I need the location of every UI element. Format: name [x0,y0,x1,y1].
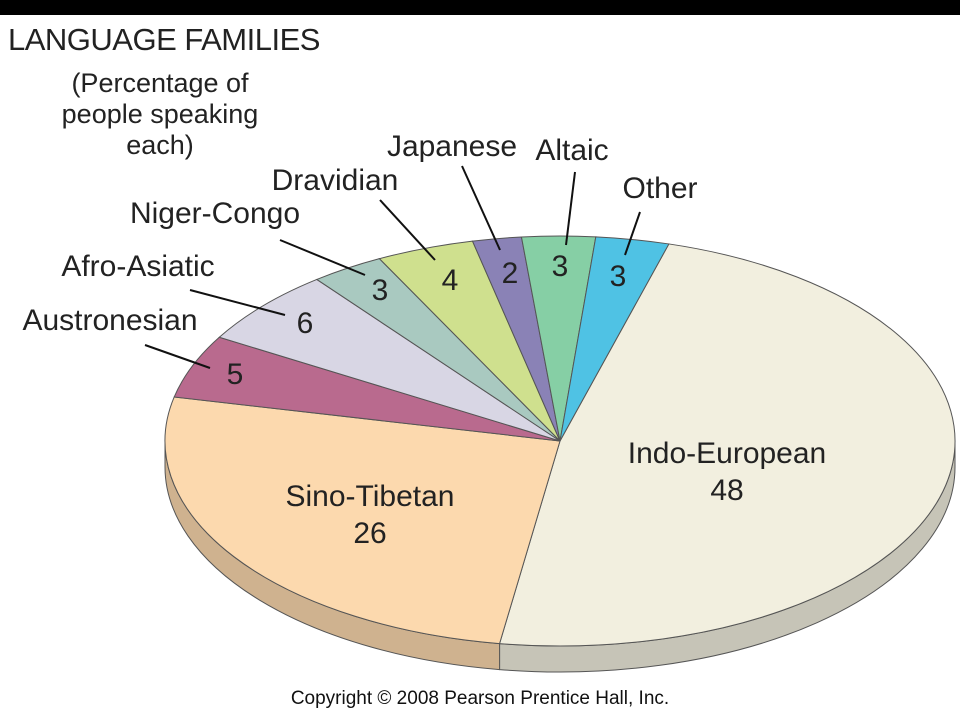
top-bar [0,0,960,15]
value-label: 26 [353,517,386,550]
leader-line [624,211,641,256]
slice [559,236,670,442]
slice [164,396,561,645]
value-label: 4 [442,264,459,297]
value-label: 48 [710,474,743,507]
chart-subtitle: (Percentage of people speaking each) [61,68,259,160]
slice-label: Sino-Tibetan [286,480,455,513]
slice-label: Altaic [535,134,608,167]
value-label: 5 [227,358,244,391]
slice-label: Afro-Asiatic [61,250,214,283]
slice-label: Indo-European [628,437,827,470]
slice [218,278,561,442]
leader-line [565,171,576,246]
value-label: 6 [297,307,314,340]
leader-line [279,239,366,276]
value-label: 3 [552,250,569,283]
chart-title: LANGUAGE FAMILIES [8,22,320,57]
slice-label: Austronesian [22,304,197,337]
copyright: Copyright © 2008 Pearson Prentice Hall, … [290,688,670,709]
leader-line [461,165,501,251]
slice-label: Dravidian [272,164,399,197]
leader-line [379,199,436,261]
value-label: 3 [372,274,389,307]
slice-label: Niger-Congo [130,197,300,230]
slice-label: Japanese [387,130,517,163]
value-label: 3 [610,260,627,293]
leader-line [189,289,286,316]
slice-label: Other [622,172,697,205]
leader-line [144,344,211,369]
value-label: 2 [502,257,519,290]
